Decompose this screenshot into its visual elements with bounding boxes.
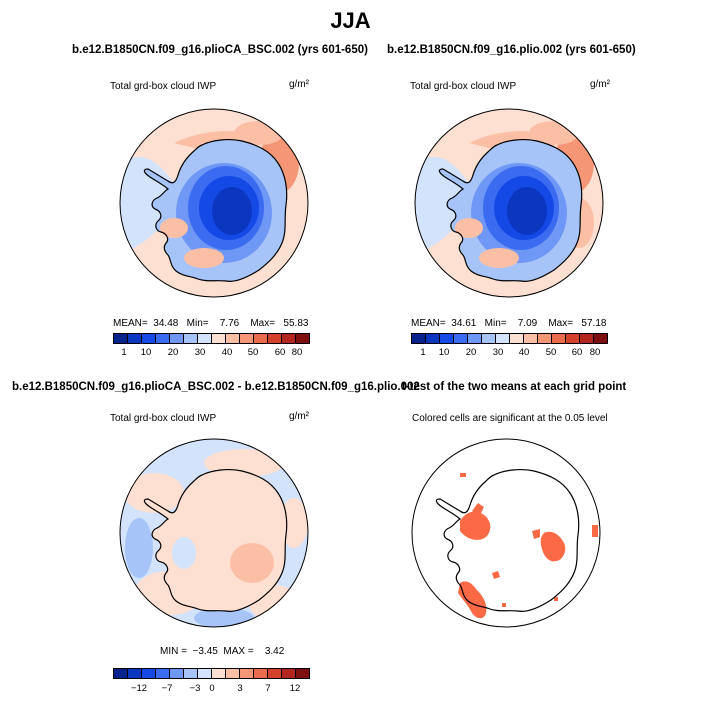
panel-2-colorbar [411,333,608,344]
panel-3-map [119,438,309,628]
panel-2-subtitle: Total grd-box cloud IWP [410,81,517,92]
panel-2-cbar-label: 20 [465,347,477,358]
panel-3-cbar-label: 12 [289,683,301,694]
panel-4-sig-cell [460,511,491,540]
panel-3-neutral-5 [280,498,308,548]
panel-1-subtitle: Total grd-box cloud IWP [110,81,217,92]
panel-3-subtitle: Total grd-box cloud IWP [110,413,217,424]
panel-2-cbar-label: 80 [589,347,601,358]
panel-4-title: t-test of the two means at each grid poi… [402,381,627,393]
main-title: JJA [330,8,371,33]
panel-1-map [119,108,309,298]
panel-3-colorbar [113,668,310,679]
panel-3-units: g/m² [289,411,309,422]
panel-3-cbar-label: −3 [189,683,201,694]
panel-2-outline [414,108,604,298]
panel-3-blue-2 [194,608,254,627]
panel-4-background [412,439,600,627]
panel-2-stats: MEAN= 34.61 Min= 7.09 Max= 57.18 [411,318,607,329]
panel-3-land-positive [230,543,274,583]
panel-1-cbar-label: 50 [247,347,259,358]
panel-1-cbar-label: 10 [140,347,152,358]
panel-2-units: g/m² [590,79,610,90]
panel-1-cbar-label: 20 [167,347,179,358]
panel-3-title: b.e12.B1850CN.f09_g16.plioCA_BSC.002 - b… [12,381,420,393]
panel-4-sig-cell [492,571,500,579]
panel-1-cbar-label: 60 [274,347,286,358]
panel-2-map [414,108,604,298]
panel-3-stats: MIN = −3.45 MAX = 3.42 [160,646,285,657]
panel-4-sig-cell [428,463,434,469]
panel-4-sig-cell [458,581,487,619]
panel-4-sig-cell [472,503,484,515]
panel-4-sig-cell [502,603,506,607]
panel-2-cbar-label: 50 [545,347,557,358]
panel-3-cbar-label: 3 [237,683,243,694]
panel-3-blue-1 [125,518,153,578]
panel-4-outline [411,438,601,628]
panel-2-cbar-label: 60 [571,347,583,358]
panel-1-units: g/m² [289,79,309,90]
panel-4-subtitle: Colored cells are significant at the 0.0… [412,413,608,424]
panel-4-sig-cell [592,525,598,537]
panel-1-cbar-label: 1 [121,347,127,358]
panel-2-cbar-label: 30 [492,347,504,358]
panel-1-cbar-label: 40 [221,347,233,358]
panel-4-sig-cell [532,529,540,539]
panel-4-sig-cell [554,597,558,601]
panel-1-outline [119,108,309,298]
panel-2-cbar-label: 40 [518,347,530,358]
panel-4-sig-cell [540,531,566,562]
panel-3-neutral-1 [124,473,184,513]
panel-3-cbar-label: −12 [130,683,148,694]
panel-1-title: b.e12.B1850CN.f09_g16.plioCA_BSC.002 (yr… [72,44,368,56]
panel-4-sig-cell [460,473,466,477]
panel-1-cbar-label: 30 [194,347,206,358]
panel-4-map [411,438,601,628]
panel-3-cbar-label: −7 [161,683,173,694]
panel-1-stats: MEAN= 34.48 Min= 7.76 Max= 55.83 [113,318,309,329]
panel-2-title: b.e12.B1850CN.f09_g16.plio.002 (yrs 601-… [387,44,636,56]
panel-1-colorbar [113,333,310,344]
panel-1-cbar-label: 80 [291,347,303,358]
panel-3-cbar-label: 0 [209,683,215,694]
panel-2-cbar-label: 10 [438,347,450,358]
panel-3-cbar-label: 7 [265,683,271,694]
panel-2-cbar-label: 1 [420,347,426,358]
panel-3-outline [119,438,309,628]
